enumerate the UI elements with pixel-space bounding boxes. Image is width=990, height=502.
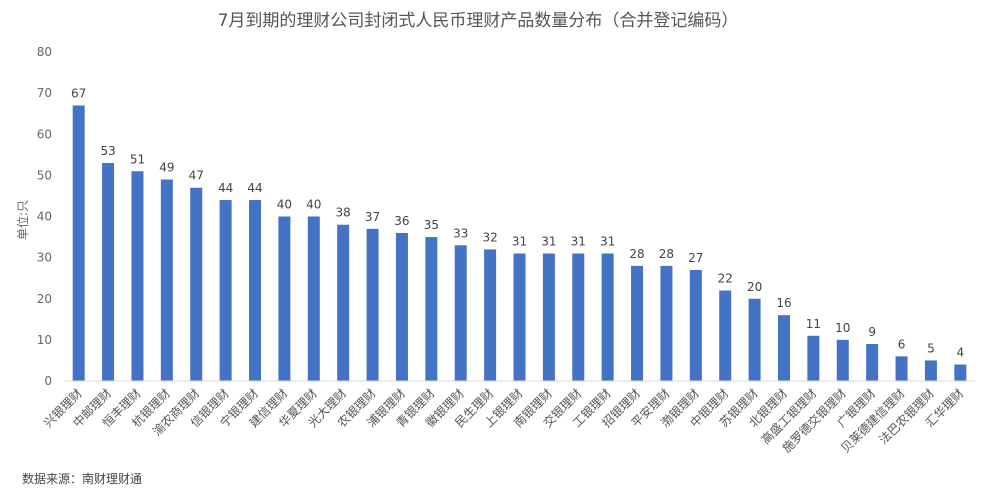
bar-value-label: 51 bbox=[130, 152, 145, 166]
bar-value-label: 35 bbox=[424, 218, 439, 232]
y-tick-label: 0 bbox=[44, 374, 52, 388]
bar-value-label: 31 bbox=[512, 235, 527, 249]
bar-value-label: 4 bbox=[956, 346, 964, 360]
y-tick-label: 70 bbox=[37, 86, 52, 100]
bar bbox=[219, 200, 232, 381]
bar-value-label: 6 bbox=[898, 337, 906, 351]
bar bbox=[72, 105, 85, 382]
bar-value-label: 38 bbox=[336, 206, 351, 220]
bar-value-label: 20 bbox=[747, 280, 762, 294]
y-tick-label: 10 bbox=[37, 333, 52, 347]
x-axis: 兴银理财中邮理财恒丰理财杭银理财渝农商理财信银理财宁银理财建信理财华夏理财光大理… bbox=[41, 386, 966, 456]
bar-value-label: 28 bbox=[629, 247, 644, 261]
y-tick-label: 20 bbox=[37, 292, 52, 306]
bar bbox=[660, 265, 673, 381]
bar bbox=[131, 171, 144, 381]
y-axis-title: 单位:只 bbox=[15, 200, 30, 240]
bar-value-label: 28 bbox=[659, 247, 674, 261]
bar-value-label: 16 bbox=[776, 296, 791, 310]
bar bbox=[836, 339, 849, 382]
bar bbox=[777, 315, 790, 381]
bar-value-label: 27 bbox=[688, 251, 703, 265]
bar-value-label: 53 bbox=[100, 144, 115, 158]
bar-value-label: 49 bbox=[159, 160, 174, 174]
y-tick-label: 50 bbox=[37, 168, 52, 182]
y-axis: 0 10 20 30 40 50 60 70 80 bbox=[37, 45, 52, 388]
bar bbox=[366, 228, 379, 381]
bar-value-label: 37 bbox=[365, 210, 380, 224]
bar bbox=[425, 237, 438, 381]
y-tick-label: 40 bbox=[37, 210, 52, 224]
bar-value-label: 5 bbox=[927, 341, 935, 355]
bar-value-label: 31 bbox=[571, 235, 586, 249]
bar-value-label: 44 bbox=[247, 181, 262, 195]
bar bbox=[102, 163, 115, 381]
y-tick-label: 80 bbox=[37, 45, 52, 59]
chart-title: 7月到期的理财公司封闭式人民币理财产品数量分布（合并登记编码） bbox=[218, 11, 739, 31]
bar-value-label: 44 bbox=[218, 181, 233, 195]
bar bbox=[689, 269, 702, 381]
bar-value-label: 32 bbox=[482, 230, 497, 244]
bar bbox=[395, 232, 408, 381]
bar bbox=[807, 335, 820, 381]
bar-value-label: 40 bbox=[306, 198, 321, 212]
bar-value-label: 47 bbox=[189, 169, 204, 183]
bar-value-label: 10 bbox=[835, 321, 850, 335]
bar bbox=[954, 364, 967, 381]
bar bbox=[924, 360, 937, 381]
bar-value-label: 11 bbox=[806, 317, 821, 331]
bar bbox=[337, 224, 350, 381]
bar-value-label: 67 bbox=[71, 86, 86, 100]
bar bbox=[542, 253, 555, 381]
bar-value-label: 33 bbox=[453, 226, 468, 240]
bar bbox=[278, 216, 291, 381]
bar-series bbox=[72, 105, 967, 382]
bar bbox=[631, 265, 644, 381]
bar bbox=[249, 200, 262, 381]
bar bbox=[719, 290, 732, 381]
data-source-note: 数据来源：南财理财通 bbox=[22, 471, 142, 486]
bar bbox=[454, 245, 467, 381]
bar-value-label: 31 bbox=[600, 235, 615, 249]
bar-value-label: 31 bbox=[541, 235, 556, 249]
bar bbox=[866, 343, 879, 381]
bar-value-label: 36 bbox=[394, 214, 409, 228]
y-tick-label: 60 bbox=[37, 127, 52, 141]
bar bbox=[748, 298, 761, 381]
bar-value-label: 40 bbox=[277, 198, 292, 212]
bar-value-label: 9 bbox=[868, 325, 876, 339]
bar bbox=[601, 253, 614, 381]
bar bbox=[190, 187, 203, 381]
bar bbox=[160, 179, 173, 381]
bar bbox=[484, 249, 497, 381]
y-tick-label: 30 bbox=[37, 251, 52, 265]
bar bbox=[895, 356, 908, 381]
bar bbox=[572, 253, 585, 381]
bar-value-label: 22 bbox=[718, 272, 733, 286]
bar bbox=[307, 216, 320, 381]
bar bbox=[513, 253, 526, 381]
